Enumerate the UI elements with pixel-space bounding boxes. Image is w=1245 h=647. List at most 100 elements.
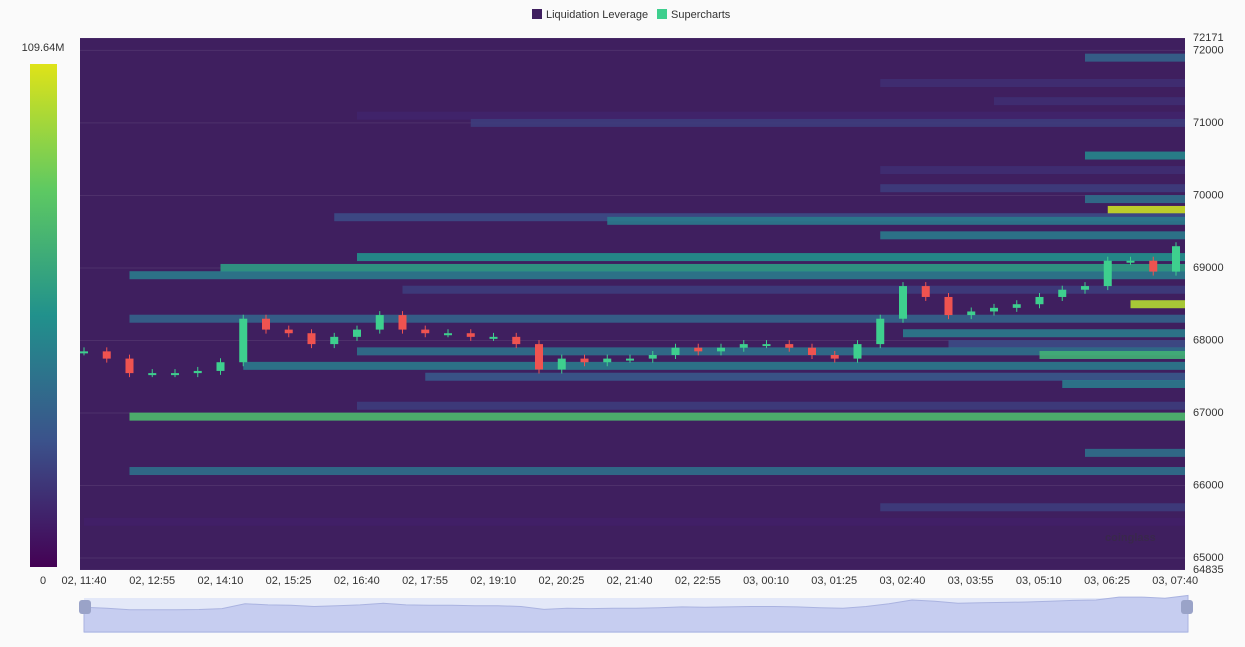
candle [102,351,111,359]
candle [694,347,703,352]
heatmap-band [1085,53,1185,62]
heatmap-band [129,467,1185,476]
candle [239,318,248,363]
x-tick-label: 03, 06:25 [1084,575,1130,587]
candle [739,344,748,348]
heatmap-band [84,517,1185,526]
heatmap-band [129,412,1185,421]
heatmap-band [357,253,1185,262]
candle [580,358,589,363]
candle [808,347,816,355]
candle [899,286,907,319]
candle [512,336,521,345]
color-tick-label: 109.64M [22,42,65,54]
heatmap-band [357,401,1185,410]
candle [125,358,134,374]
candle [171,373,179,376]
legend-label[interactable]: Supercharts [671,9,731,21]
x-tick-label: 02, 16:40 [334,575,380,587]
heatmap-band [1062,379,1185,388]
slider-area [83,594,1189,633]
candle [967,311,976,316]
y-tick-label: 65000 [1193,552,1224,564]
x-tick-label: 03, 03:55 [948,575,994,587]
x-tick-label: 02, 17:55 [402,575,448,587]
candle [284,329,293,334]
heatmap-band [1039,350,1185,359]
heatmap-band [402,285,1185,294]
candle [603,358,612,363]
candle [944,296,953,316]
slider-handle[interactable] [79,600,91,614]
heatmap-band [903,329,1185,338]
heatmap-band [220,263,1185,272]
y-tick-label: 72171 [1193,32,1224,44]
heatmap-band [1130,300,1185,309]
candle [330,336,339,345]
heatmap-band [1107,205,1185,214]
heatmap-band [1085,448,1185,457]
heatmap-band [470,118,1185,127]
x-tick-label: 03, 05:10 [1016,575,1062,587]
candle [1172,246,1180,272]
color-bar [30,64,57,567]
heatmap-band [607,216,1185,225]
heatmap-band [243,361,1185,370]
candle [1035,296,1044,305]
heatmap-band [880,503,1185,512]
candle [466,333,475,337]
heatmap-band [1085,151,1185,160]
candle [307,333,316,345]
candle [671,347,680,355]
x-tick-label: 02, 11:40 [61,575,106,587]
slider-handle[interactable] [1181,600,1193,614]
y-tick-label: 72000 [1193,44,1224,56]
candle [921,286,930,297]
legend-swatch-heatmap[interactable] [532,9,542,19]
candle [1126,260,1135,263]
y-tick-label: 64835 [1193,564,1224,576]
candle [1012,304,1021,308]
watermark: coinglass [1105,532,1156,544]
candle [853,344,862,359]
candle [990,307,998,312]
candle [1058,289,1067,297]
heatmap-band [425,372,1185,381]
x-tick-label: 02, 14:10 [197,575,243,587]
slider [83,594,1189,633]
heatmap-band [1085,195,1185,204]
x-tick-label: 02, 22:55 [675,575,721,587]
candle [489,336,498,339]
candle [557,358,566,370]
y-tick-label: 66000 [1193,479,1224,491]
legend-swatch-price[interactable] [657,9,667,19]
candle [193,370,202,374]
candle [717,347,725,352]
x-tick-label: 03, 01:25 [811,575,857,587]
candle [216,362,225,371]
x-tick-label: 02, 20:25 [538,575,584,587]
x-tick-label: 03, 02:40 [879,575,925,587]
x-tick-label: 02, 21:40 [607,575,653,587]
heatmap-band [880,166,1185,175]
y-tick-label: 67000 [1193,407,1224,419]
x-tick-label: 03, 00:10 [743,575,789,587]
candle [1103,260,1112,287]
candle [421,329,430,334]
x-tick-label: 02, 12:55 [129,575,175,587]
heatmap-band [357,347,1185,356]
candle [876,318,885,345]
y-tick-label: 68000 [1193,334,1224,346]
x-tick-label: 02, 15:25 [266,575,312,587]
heatmap-band [357,111,1185,120]
legend-label[interactable]: Liquidation Leverage [546,9,648,21]
candle [785,344,794,348]
candle [148,373,157,376]
candle [648,354,657,359]
heatmap-band [129,314,1185,323]
heatmap-band [880,184,1185,193]
x-tick-label: 02, 19:10 [470,575,516,587]
heatmap-band [129,271,1185,280]
